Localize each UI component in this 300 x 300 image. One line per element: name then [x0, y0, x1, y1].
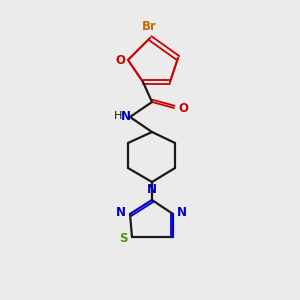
Text: S: S: [119, 232, 127, 244]
Text: O: O: [178, 101, 188, 115]
Text: O: O: [115, 53, 125, 67]
Text: N: N: [177, 206, 187, 220]
Text: H: H: [114, 111, 122, 121]
Text: Br: Br: [142, 20, 156, 32]
Text: N: N: [147, 183, 157, 196]
Text: N: N: [121, 110, 131, 122]
Text: N: N: [116, 206, 126, 220]
